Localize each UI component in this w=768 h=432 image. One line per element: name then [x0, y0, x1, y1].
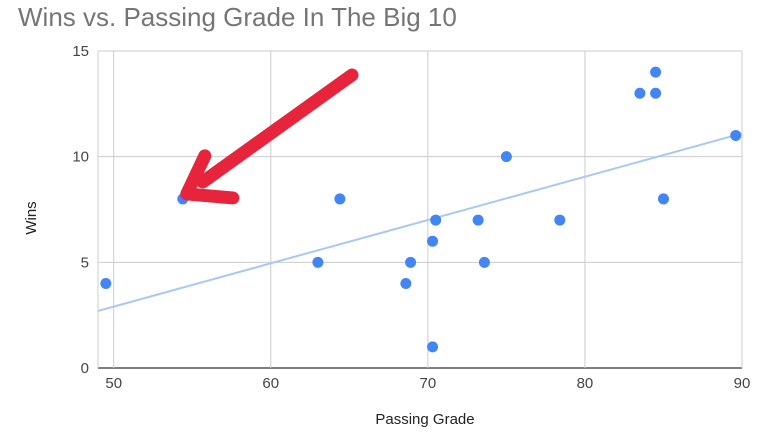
annotation-arrow-shaft — [196, 68, 359, 189]
x-tick-label: 80 — [577, 375, 594, 392]
y-axis-ticks: 0 5 10 15 — [72, 43, 89, 377]
y-tick-label: 15 — [72, 43, 89, 60]
data-point — [657, 193, 669, 205]
data-point — [478, 256, 490, 268]
x-axis-ticks: 50 60 70 80 90 — [105, 375, 750, 392]
data-point — [100, 277, 112, 289]
y-axis-label: Wins — [23, 201, 40, 234]
x-tick-label: 60 — [262, 375, 279, 392]
y-tick-label: 0 — [81, 360, 89, 377]
x-axis-label: Passing Grade — [375, 411, 474, 428]
data-point — [500, 151, 512, 163]
data-point — [334, 193, 346, 205]
chart-title: Wins vs. Passing Grade In The Big 10 — [18, 2, 457, 32]
data-point — [472, 214, 484, 226]
data-point — [650, 87, 662, 99]
y-tick-label: 5 — [81, 254, 89, 271]
data-points — [100, 66, 742, 353]
data-point — [400, 277, 412, 289]
data-point — [730, 130, 742, 142]
y-tick-label: 10 — [72, 149, 89, 166]
x-tick-label: 70 — [420, 375, 437, 392]
data-point — [405, 256, 417, 268]
annotation-arrow-layer — [180, 68, 359, 205]
data-point — [554, 214, 566, 226]
x-tick-label: 50 — [105, 375, 122, 392]
trendline — [97, 132, 743, 312]
x-tick-label: 90 — [734, 375, 751, 392]
trendline-layer — [97, 132, 743, 312]
data-point — [427, 235, 439, 247]
data-point — [650, 66, 662, 78]
data-point — [312, 256, 324, 268]
data-point — [430, 214, 442, 226]
data-point — [634, 87, 646, 99]
annotation-arrow-head — [180, 149, 240, 205]
data-point — [427, 341, 439, 353]
gridlines — [97, 50, 743, 369]
